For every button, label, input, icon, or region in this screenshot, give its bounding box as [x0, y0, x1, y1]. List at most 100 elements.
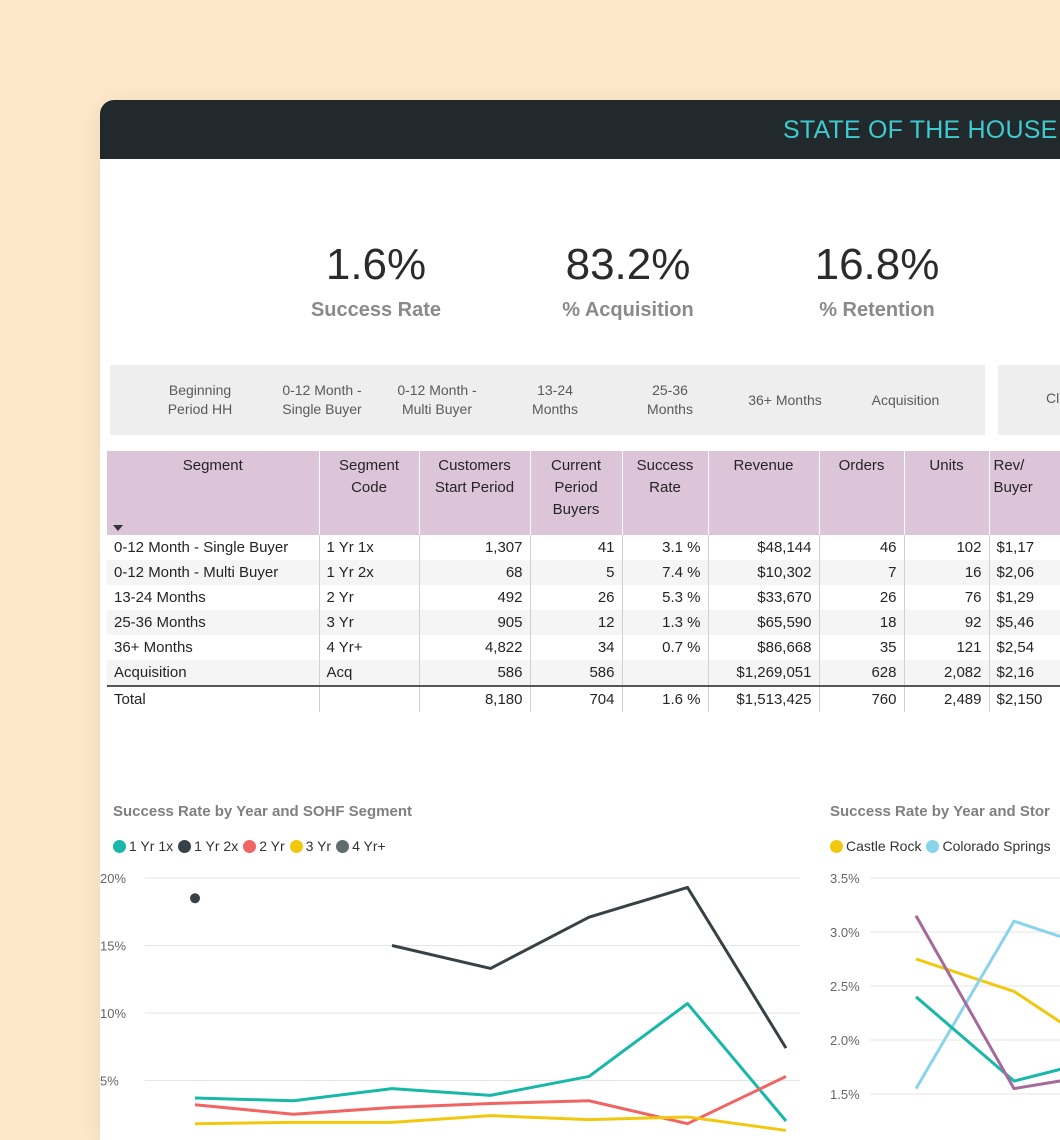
kpi-label: % Acquisition: [562, 299, 694, 321]
y-tick-label: 3.0%: [830, 925, 860, 940]
table-cell: 586: [419, 660, 531, 686]
kpi-label: Success Rate: [310, 299, 442, 321]
data-point[interactable]: [190, 893, 200, 904]
table-cell: Acq: [319, 660, 420, 686]
report-window: STATE OF THE HOUSE 1.6% Success Rate 83.…: [100, 100, 1060, 1140]
table-cell: $1,269,051: [708, 660, 820, 686]
slicer-acquisition[interactable]: Acquisition: [871, 391, 940, 408]
table-cell: 7: [819, 560, 905, 585]
secondary-slicer: Cl: [998, 365, 1060, 435]
slicer-beginning-period[interactable]: Beginning Period HH: [167, 382, 233, 417]
sort-arrow-icon[interactable]: [113, 525, 123, 531]
table-cell: 92: [904, 610, 990, 635]
series-line[interactable]: [391, 885, 788, 1049]
legend-item[interactable]: Castle Rock: [830, 838, 921, 854]
legend-dot-icon: [178, 839, 192, 853]
table-cell: 13-24 Months: [107, 585, 320, 610]
series-line[interactable]: [194, 1002, 788, 1122]
table-cell: 2 Yr: [319, 585, 420, 610]
table-row[interactable]: 0-12 Month - Multi Buyer 1 Yr 2x 68 5 7.4 % $…: [107, 560, 1060, 585]
table-cell: 4,822: [419, 635, 531, 660]
legend-label: Colorado Springs: [942, 838, 1051, 854]
table-cell: $10,302: [708, 560, 820, 585]
slicer-25-36[interactable]: 25-36 Months: [647, 382, 693, 417]
series-line[interactable]: [914, 915, 1060, 1091]
column-header[interactable]: Rev/ Buyer: [989, 451, 1060, 535]
column-header[interactable]: Customers Start Period: [419, 451, 531, 535]
series-line[interactable]: [915, 995, 1060, 1083]
table-cell: $2,150: [989, 685, 1060, 712]
legend-item[interactable]: 1 Yr 1x: [113, 838, 173, 854]
y-tick-label: 1.5%: [830, 1087, 860, 1102]
column-header[interactable]: Segment Code: [319, 451, 420, 535]
chart-legend: Castle Rock Colorado Springs: [830, 838, 1056, 854]
legend-item[interactable]: 2 Yr: [243, 838, 285, 854]
legend-item[interactable]: Colorado Springs: [926, 838, 1051, 854]
table-cell: 3 Yr: [319, 610, 420, 635]
column-header[interactable]: Segment: [107, 451, 320, 535]
slicer-0-12-multi[interactable]: 0-12 Month - Multi Buyer: [397, 382, 477, 417]
legend-label: 4 Yr+: [352, 838, 386, 854]
table-cell: 492: [419, 585, 531, 610]
table-cell: $1,17: [989, 535, 1060, 560]
table-cell: Acquisition: [107, 660, 320, 686]
legend-item[interactable]: 3 Yr: [289, 838, 332, 854]
table-cell: $65,590: [708, 610, 820, 635]
legend-dot-icon: [830, 839, 843, 853]
table-row[interactable]: Acquisition Acq 586 586 $1,269,051 628 2,082 $2…: [107, 660, 1060, 686]
legend-item[interactable]: 4 Yr+: [336, 838, 386, 854]
table-cell: 8,180: [419, 685, 531, 712]
report-header: STATE OF THE HOUSE: [100, 100, 1060, 159]
slicer-secondary-button[interactable]: Cl: [1046, 390, 1060, 406]
report-title: STATE OF THE HOUSE: [783, 116, 1058, 144]
table-cell: 26: [819, 585, 905, 610]
table-cell: $1,29: [989, 585, 1060, 610]
table-row[interactable]: 0-12 Month - Single Buyer 1 Yr 1x 1,307 41 3…: [107, 535, 1060, 560]
table-cell: 102: [904, 535, 990, 560]
table-row[interactable]: 36+ Months 4 Yr+ 4,822 34 0.7 % $86,668 35 121 $…: [107, 635, 1060, 660]
slicer-13-24[interactable]: 13-24 Months: [532, 382, 578, 417]
column-header[interactable]: Revenue: [708, 451, 820, 535]
table-cell: Total: [107, 685, 320, 712]
table-cell: 905: [419, 610, 531, 635]
legend-item[interactable]: 1 Yr 2x: [178, 838, 238, 854]
series-line[interactable]: [915, 957, 1060, 1056]
table-cell: 0-12 Month - Multi Buyer: [107, 560, 320, 585]
table-cell: 1 Yr 1x: [319, 535, 420, 560]
table-cell: 2,082: [904, 660, 990, 686]
legend-dot-icon: [926, 839, 940, 853]
kpi-label: % Retention: [819, 299, 935, 321]
chart-legend: 1 Yr 1x 1 Yr 2x 2 Yr 3 Yr 4 Yr+: [113, 838, 391, 854]
segment-table: Segment Segment Code Customers Start Per…: [107, 451, 1060, 712]
table-row[interactable]: 25-36 Months 3 Yr 905 12 1.3 % $65,590 18 92 $5,…: [107, 610, 1060, 635]
table-row[interactable]: 13-24 Months 2 Yr 492 26 5.3 % $33,670 26 76 $1,…: [107, 585, 1060, 610]
slicer-36-plus[interactable]: 36+ Months: [748, 391, 822, 408]
slicer-0-12-single[interactable]: 0-12 Month - Single Buyer: [282, 382, 362, 417]
series-line[interactable]: [194, 1114, 787, 1132]
series-line[interactable]: [914, 919, 1060, 1090]
table-total-row[interactable]: Total 8,180 704 1.6 % $1,513,425 760 2,489 $2,1…: [107, 685, 1060, 712]
table-cell: 18: [819, 610, 905, 635]
column-header[interactable]: Orders: [819, 451, 905, 535]
table-cell: 12: [530, 610, 623, 635]
legend-label: Castle Rock: [846, 838, 922, 854]
chart-title: Success Rate by Year and SOHF Segment: [113, 803, 413, 820]
legend-label: 3 Yr: [305, 838, 332, 854]
chart-title: Success Rate by Year and Stor: [830, 803, 1050, 820]
table-cell: $2,16: [989, 660, 1060, 686]
column-header[interactable]: Current Period Buyers: [530, 451, 623, 535]
table-cell: $5,46: [989, 610, 1060, 635]
table-header-row: Segment Segment Code Customers Start Per…: [107, 451, 1060, 535]
table-cell: 36+ Months: [107, 635, 320, 660]
table-cell: $2,54: [989, 635, 1060, 660]
column-header[interactable]: Units: [904, 451, 990, 535]
table-cell: 0.7 %: [622, 635, 709, 660]
table-cell: 5: [530, 560, 623, 585]
segment-slicer: Beginning Period HH 0-12 Month - Single …: [110, 365, 985, 435]
table-cell: 76: [904, 585, 990, 610]
legend-dot-icon: [113, 839, 126, 853]
y-tick-label: 20%: [100, 871, 126, 886]
legend-dot-icon: [243, 839, 257, 853]
legend-dot-icon: [336, 839, 350, 853]
column-header[interactable]: Success Rate: [622, 451, 709, 535]
